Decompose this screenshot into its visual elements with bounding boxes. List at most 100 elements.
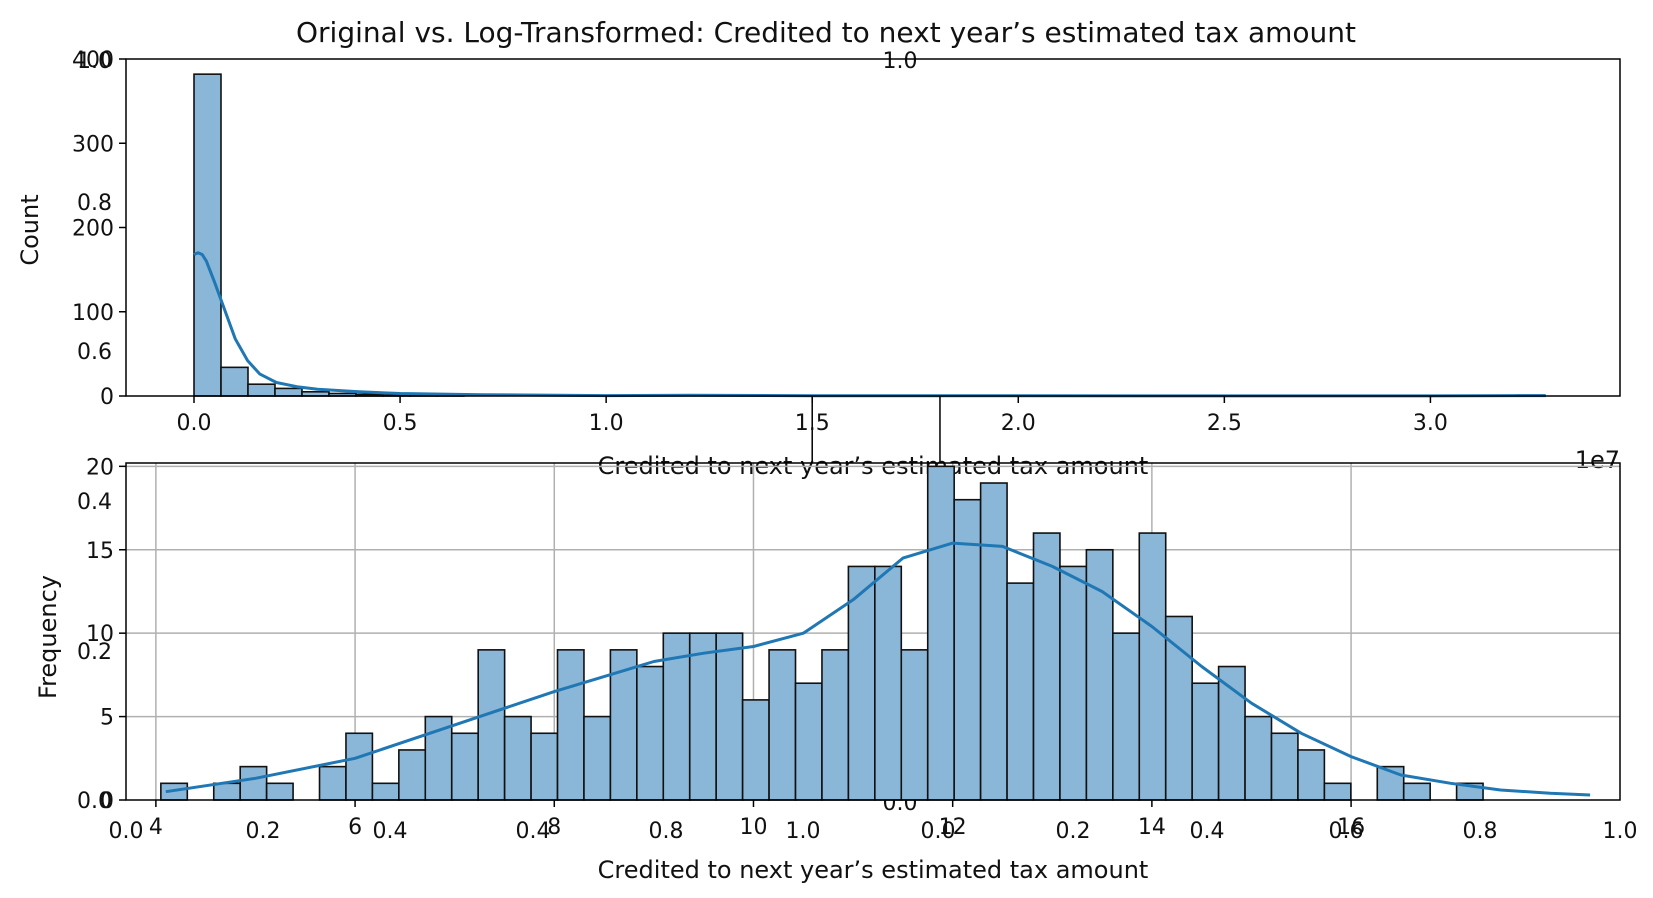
y-tick-label: 200 bbox=[72, 217, 114, 242]
histogram-bar bbox=[874, 565, 903, 801]
histogram-bar bbox=[1244, 715, 1273, 801]
ghost-bottom-tick: 0.8 bbox=[1463, 819, 1498, 844]
histogram-bar bbox=[274, 387, 303, 397]
x-tick-label: 2.5 bbox=[1207, 411, 1242, 436]
histogram-bar bbox=[715, 632, 744, 801]
histogram-bar bbox=[1164, 615, 1193, 801]
y-ticks-log: 0 5 10 15 20 bbox=[86, 455, 126, 814]
ghost-left-tick: 0.6 bbox=[77, 340, 112, 365]
plot-frame-log bbox=[125, 462, 1621, 801]
histogram-bar bbox=[247, 383, 276, 397]
histogram-bar bbox=[371, 782, 400, 801]
x-ticks-original: 0.0 0.5 1.0 1.5 2.0 2.5 3.0 bbox=[177, 396, 1448, 436]
histogram-bar bbox=[900, 649, 929, 801]
y-tick-label: 5 bbox=[100, 706, 114, 731]
histogram-bar bbox=[1297, 749, 1326, 801]
y-tick-label: 15 bbox=[86, 539, 114, 564]
histogram-bar bbox=[1217, 665, 1246, 801]
ghost-axis: 1.0 0.0 0.2 0.4 0.6 0.8 1.0 0.0 0.2 0.4 … bbox=[77, 49, 1638, 844]
histogram-bar bbox=[239, 765, 268, 801]
y-tick-label: 100 bbox=[72, 301, 114, 326]
y-tick-label: 20 bbox=[86, 455, 114, 480]
x-tick-label: 12 bbox=[939, 815, 967, 840]
histogram-bar bbox=[1270, 732, 1299, 801]
histogram-bar bbox=[265, 782, 294, 801]
histogram-bar bbox=[741, 699, 770, 801]
y-tick-label: 10 bbox=[86, 622, 114, 647]
ghost-bottom-tick: 0.4 bbox=[516, 819, 551, 844]
x-tick-label: 8 bbox=[547, 815, 561, 840]
histogram-bar bbox=[220, 366, 249, 397]
x-tick-label: 6 bbox=[348, 815, 362, 840]
ghost-bottom-tick: 0.0 bbox=[109, 819, 144, 844]
ghost-left-tick: 0.4 bbox=[77, 490, 112, 515]
ghost-bottom-tick: 0.8 bbox=[649, 819, 684, 844]
histogram-bar bbox=[1112, 632, 1141, 801]
x-tick-label: 4 bbox=[149, 815, 163, 840]
x-ticks-log: 4 6 8 10 12 14 16 bbox=[149, 800, 1365, 840]
y-tick-label: 400 bbox=[72, 48, 114, 73]
x-tick-label: 16 bbox=[1337, 815, 1365, 840]
ghost-bottom-tick: 1.0 bbox=[786, 819, 821, 844]
histogram-bar bbox=[688, 632, 717, 801]
histogram-bar bbox=[1032, 532, 1061, 801]
histogram-bar bbox=[1085, 548, 1114, 801]
histogram-bar bbox=[1006, 582, 1035, 801]
histogram-bar bbox=[318, 765, 347, 801]
histogram-bar bbox=[212, 782, 241, 801]
histogram-bar bbox=[636, 665, 665, 801]
kde-curve-log-group bbox=[165, 541, 1591, 797]
ghost-left-tick: 0.2 bbox=[77, 640, 112, 665]
ghost-bottom-tick: 0.2 bbox=[246, 819, 281, 844]
histogram-bar bbox=[953, 498, 982, 801]
kde-curve bbox=[165, 541, 1591, 797]
y-tick-label: 300 bbox=[72, 132, 114, 157]
stray-vertical-lines bbox=[811, 396, 941, 463]
ghost-bottom-tick: 0.0 bbox=[921, 819, 956, 844]
x-tick-label: 0.0 bbox=[177, 411, 212, 436]
x-axis-label-log: Credited to next year’s estimated tax am… bbox=[598, 856, 1149, 884]
plot-frame-original bbox=[125, 58, 1621, 397]
histogram-bar bbox=[979, 482, 1008, 801]
histogram-bars-original bbox=[193, 73, 1545, 397]
histogram-bar bbox=[398, 749, 427, 801]
y-axis-label-log: Frequency bbox=[34, 575, 62, 699]
y-tick-label: 0 bbox=[100, 385, 114, 410]
ghost-left-tick: 0.8 bbox=[77, 191, 112, 216]
ghost-left-tick: 0.0 bbox=[77, 789, 112, 814]
histogram-bar bbox=[768, 649, 797, 801]
y-ticks-original: 0 100 200 300 400 bbox=[72, 48, 126, 410]
x-tick-label: 14 bbox=[1138, 815, 1166, 840]
histogram-bar bbox=[583, 715, 612, 801]
kde-curve bbox=[193, 251, 1546, 398]
histogram-bars-log bbox=[160, 465, 1484, 801]
figure-title: Original vs. Log-Transformed: Credited t… bbox=[296, 16, 1356, 49]
histogram-bar bbox=[450, 732, 479, 801]
subplot-log: 4 6 8 10 12 14 16 0 5 10 15 20 Credited to next ye… bbox=[34, 455, 1621, 884]
histogram-bar bbox=[1402, 782, 1431, 801]
histogram-bar bbox=[556, 649, 585, 801]
histogram-bar bbox=[345, 732, 374, 801]
x-tick-label: 1.5 bbox=[795, 411, 830, 436]
ghost-bottom-tick: 0.4 bbox=[373, 819, 408, 844]
kde-curve-original-group bbox=[193, 251, 1546, 398]
histogram-bar bbox=[1191, 682, 1220, 801]
histogram-bar bbox=[794, 682, 823, 801]
ghost-bottom-tick: 0.2 bbox=[1056, 819, 1091, 844]
ghost-top-label: 1.0 bbox=[883, 49, 918, 74]
histogram-bar bbox=[477, 649, 506, 801]
histogram-bar bbox=[1138, 532, 1167, 801]
histogram-bar bbox=[503, 715, 532, 801]
x-tick-label: 3.0 bbox=[1413, 411, 1448, 436]
x-offset-label: 1e7 bbox=[1575, 446, 1620, 474]
x-tick-label: 10 bbox=[739, 815, 767, 840]
histogram-bar bbox=[530, 732, 559, 801]
ghost-left-tick: 1.0 bbox=[77, 49, 112, 74]
x-tick-label: 2.0 bbox=[1001, 411, 1036, 436]
ghost-bottom-tick: 0.4 bbox=[1190, 819, 1225, 844]
ghost-bottom-tick: 1.0 bbox=[1603, 819, 1638, 844]
histogram-bar bbox=[193, 73, 222, 397]
y-axis-label-original: Count bbox=[16, 194, 44, 265]
